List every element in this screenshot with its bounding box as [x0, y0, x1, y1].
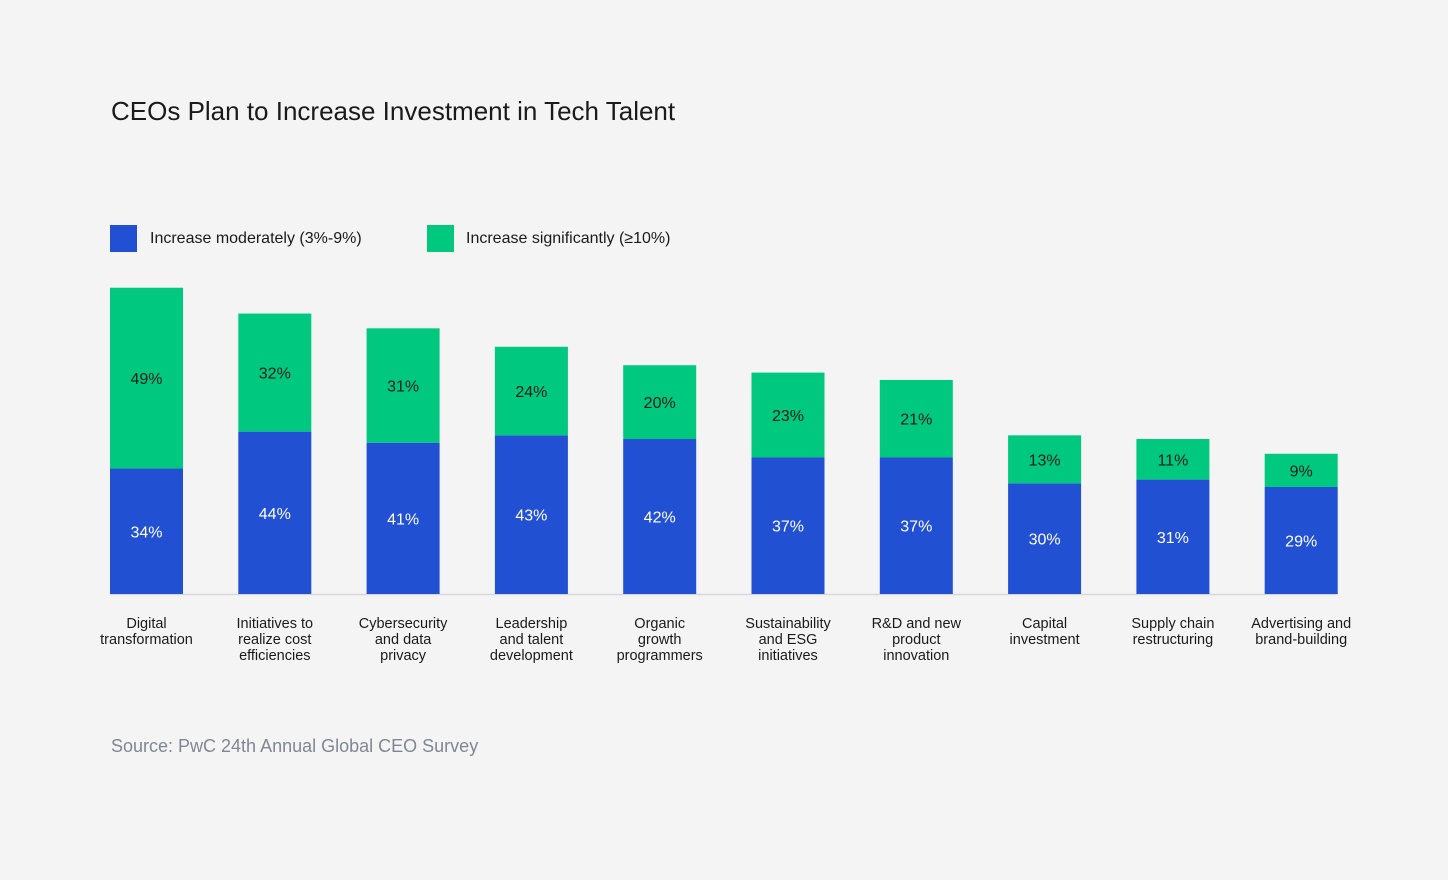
category-label-6-line-1: product [892, 632, 940, 648]
data-label-significant-1: 32% [259, 366, 291, 383]
bar-significant-5 [751, 372, 825, 458]
category-label-5-line-2: initiatives [758, 648, 818, 664]
category-label-2-line-1: and data [375, 632, 432, 648]
data-label-significant-5: 23% [772, 408, 804, 425]
data-label-significant-2: 31% [387, 379, 419, 396]
data-label-significant-7: 13% [1029, 452, 1061, 469]
bar-moderate-0 [110, 468, 183, 594]
data-label-moderate-7: 30% [1029, 532, 1061, 549]
bar-significant-1 [238, 313, 312, 432]
bar-moderate-2 [366, 442, 440, 594]
legend-swatch-moderate [110, 225, 137, 252]
bar-significant-8 [1136, 439, 1210, 480]
bar-moderate-4 [623, 439, 697, 594]
category-label-5-line-1: and ESG [759, 632, 818, 648]
bar-significant-6 [879, 379, 953, 458]
bar-significant-0 [110, 287, 183, 469]
data-label-moderate-0: 34% [130, 524, 162, 541]
category-label-4-line-2: programmers [617, 648, 703, 664]
data-label-moderate-1: 44% [259, 506, 291, 523]
category-label-6-line-0: R&D and new [872, 616, 962, 632]
category-label-4-line-0: Organic [634, 616, 685, 632]
bar-significant-3 [494, 346, 568, 436]
category-label-2-line-0: Cybersecurity [359, 616, 448, 632]
category-label-1-line-1: realize cost [238, 632, 311, 648]
category-label-7-line-0: Capital [1022, 616, 1067, 632]
legend-label-significant: Increase significantly (≥10%) [466, 230, 671, 247]
category-label-3-line-1: and talent [500, 632, 564, 648]
data-label-moderate-4: 42% [644, 510, 676, 527]
data-label-significant-8: 11% [1157, 452, 1188, 469]
legend-swatch-significant [427, 225, 454, 252]
category-label-8-line-1: restructuring [1133, 632, 1214, 648]
data-label-significant-6: 21% [900, 412, 932, 429]
data-label-moderate-9: 29% [1285, 533, 1317, 550]
chart-title: CEOs Plan to Increase Investment in Tech… [111, 96, 676, 126]
category-label-1-line-2: efficiencies [239, 648, 310, 664]
data-label-moderate-5: 37% [772, 519, 804, 536]
bar-moderate-9 [1264, 486, 1338, 594]
bar-significant-9 [1264, 453, 1338, 487]
legend-label-moderate: Increase moderately (3%-9%) [150, 230, 362, 247]
data-label-moderate-3: 43% [515, 508, 547, 525]
category-label-6-line-2: innovation [883, 648, 949, 664]
bar-moderate-5 [751, 457, 825, 594]
category-label-2-line-2: privacy [380, 648, 427, 664]
category-label-0-line-1: transformation [100, 632, 193, 648]
bar-moderate-6 [879, 457, 953, 594]
source-note: Source: PwC 24th Annual Global CEO Surve… [111, 736, 479, 756]
data-label-significant-3: 24% [515, 384, 547, 401]
data-label-moderate-8: 31% [1157, 530, 1189, 547]
bar-moderate-7 [1008, 483, 1082, 594]
category-label-3-line-2: development [490, 648, 573, 664]
data-label-moderate-2: 41% [387, 511, 419, 528]
data-label-significant-9: 9% [1290, 463, 1313, 480]
category-label-9-line-1: brand-building [1255, 632, 1347, 648]
category-label-7-line-1: investment [1010, 632, 1080, 648]
data-label-significant-4: 20% [644, 395, 676, 412]
category-label-8-line-0: Supply chain [1131, 616, 1214, 632]
category-label-0-line-0: Digital [126, 616, 166, 632]
bar-significant-2 [366, 328, 440, 443]
category-label-5-line-0: Sustainability [745, 616, 831, 632]
category-label-3-line-0: Leadership [496, 616, 568, 632]
data-label-moderate-6: 37% [900, 519, 932, 536]
bar-significant-4 [623, 365, 697, 440]
bar-moderate-3 [494, 435, 568, 594]
bar-moderate-1 [238, 431, 312, 594]
category-label-1-line-0: Initiatives to [237, 616, 314, 632]
bar-significant-7 [1008, 435, 1082, 484]
data-label-significant-0: 49% [130, 371, 162, 388]
category-label-9-line-0: Advertising and [1251, 616, 1351, 632]
category-label-4-line-1: growth [638, 632, 682, 648]
bar-moderate-8 [1136, 479, 1210, 594]
